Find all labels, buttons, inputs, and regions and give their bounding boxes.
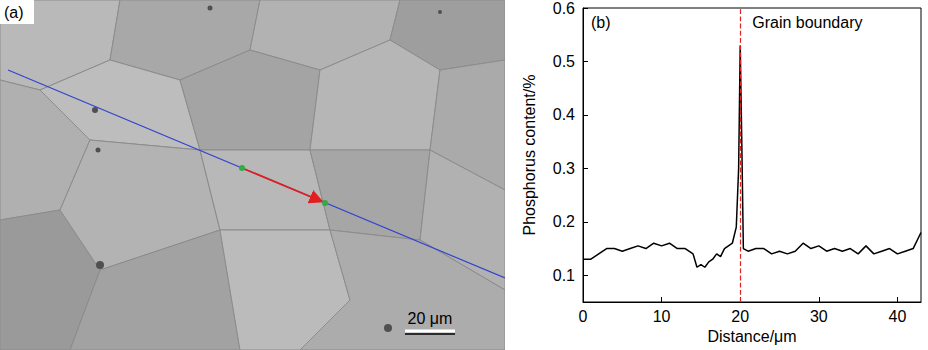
svg-text:0.3: 0.3 — [553, 160, 575, 177]
svg-text:0.5: 0.5 — [553, 53, 575, 70]
svg-text:(a): (a) — [4, 4, 24, 21]
svg-text:40: 40 — [889, 308, 907, 325]
svg-text:10: 10 — [653, 308, 671, 325]
svg-text:20: 20 — [731, 308, 749, 325]
svg-text:Distance/μm: Distance/μm — [707, 328, 796, 345]
svg-text:Grain boundary: Grain boundary — [752, 14, 862, 31]
svg-text:Phosphorus content/%: Phosphorus content/% — [521, 75, 538, 236]
svg-text:0.2: 0.2 — [553, 213, 575, 230]
svg-text:0.4: 0.4 — [553, 106, 575, 123]
svg-text:0: 0 — [579, 308, 588, 325]
svg-text:(b): (b) — [591, 14, 611, 31]
svg-text:0.6: 0.6 — [553, 0, 575, 17]
svg-text:20 μm: 20 μm — [408, 310, 453, 327]
svg-text:0.1: 0.1 — [553, 267, 575, 284]
svg-text:30: 30 — [810, 308, 828, 325]
